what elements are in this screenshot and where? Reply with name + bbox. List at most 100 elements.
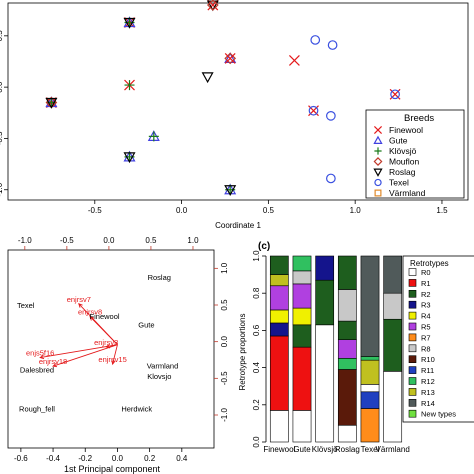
arrow-shaft: [89, 316, 118, 346]
legend-entry-label: Texel: [389, 178, 409, 188]
legend-entry-label: Gute: [389, 136, 408, 146]
x-marker: [288, 55, 300, 66]
legend-swatch: [408, 268, 417, 276]
legend-swatch: [408, 289, 417, 298]
bar-segment: [269, 410, 289, 443]
top-tick-label: 1.0: [187, 236, 199, 245]
legend-entry-label: R5: [421, 323, 431, 332]
panel-c-label: (c): [258, 241, 270, 252]
legend-entry: R10: [408, 355, 435, 364]
legend-entry: Texel: [374, 178, 409, 188]
panel-b-right-axis: -1.0 -0.5 0.0 0.5 1.0: [214, 262, 229, 422]
bar-segment: [292, 270, 312, 285]
bar-segment: [315, 279, 335, 326]
legend-entry: R14: [408, 399, 435, 408]
panel-b-x-axis: -0.6 -0.4 -0.2 0.0 0.2 0.4: [14, 448, 188, 463]
legend-swatch: [408, 388, 417, 396]
loading-label: enjrsv7: [67, 295, 91, 304]
legend-entry-label: Roslag: [389, 167, 416, 177]
legend-entry-label: R2: [421, 290, 431, 299]
legend-entry-label: R12: [421, 377, 435, 386]
top-tick-label: 0.0: [103, 236, 115, 245]
legend-entry-label: Klövsjö: [389, 146, 417, 156]
bar-segment: [292, 410, 312, 443]
arrow-head: [39, 354, 45, 360]
diamond-marker: [224, 52, 237, 65]
loading-label: enjs5f16: [26, 349, 54, 358]
bar-segment: [337, 357, 357, 370]
panel-b-top-axis: -1.0 -0.5 0.0 0.5 1.0: [18, 236, 199, 250]
y-tick-label: 0.8: [252, 287, 261, 299]
x-tick-label: -0.5: [88, 206, 102, 215]
x-tick-label: -0.4: [46, 454, 60, 463]
legend-entry-label: Finewool: [389, 125, 423, 135]
legend-entry: R3: [408, 300, 431, 310]
legend-entry-label: R7: [421, 333, 431, 342]
panel-a-legend-title: Breeds: [404, 113, 434, 124]
bar-stack: [292, 255, 312, 443]
right-tick-label: -0.5: [220, 371, 229, 385]
legend-entry-label: Mouflon: [389, 157, 420, 167]
category-label: Finewool: [263, 445, 295, 454]
legend-entry-label: R0: [421, 268, 431, 277]
sample-label: Varmland: [147, 361, 179, 370]
top-tick-label: -0.5: [60, 236, 74, 245]
x-tick-label: 0.5: [263, 206, 275, 215]
data-point: [224, 52, 237, 65]
legend-entry: R2: [408, 289, 431, 299]
data-point: [310, 35, 321, 45]
top-tick-label: -1.0: [18, 236, 32, 245]
triangle-down-marker: [206, 0, 219, 12]
panel-c-y-axis: 0.0 0.2 0.4 0.6 0.8 1.0: [252, 250, 267, 448]
x-marker: [308, 105, 319, 117]
legend-swatch: [408, 279, 417, 287]
y-tick-label: 0.2: [252, 399, 261, 411]
circle-marker: [310, 35, 321, 45]
bar-segment: [383, 371, 403, 443]
circle-marker: [326, 173, 336, 184]
bar-segment: [269, 285, 289, 311]
x-tick-label: -0.6: [14, 454, 28, 463]
bar-segment: [337, 289, 357, 322]
data-point: [123, 16, 136, 29]
legend-swatch: [408, 366, 417, 374]
x-tick-label: 0.0: [112, 454, 124, 463]
legend-entry: R5: [408, 322, 431, 332]
x-tick-label: 0.4: [176, 454, 188, 463]
bar-segment: [337, 424, 357, 443]
bar-segment: [360, 408, 380, 443]
arrow-head: [52, 363, 58, 368]
bar-segment: [269, 255, 289, 275]
sample-label: Gute: [138, 320, 154, 329]
diamond-marker: [206, 0, 219, 11]
square-marker: [374, 189, 382, 197]
x-marker: [224, 52, 236, 64]
triangle-up-marker: [373, 135, 383, 144]
panel-a-legend-entries: FinewoolGuteKlövsjöMouflonRoslagTexelVär…: [373, 125, 426, 198]
plus-marker: [124, 80, 135, 91]
bar-segment: [292, 283, 312, 309]
legend-entry-label: R1: [421, 279, 431, 288]
loading-arrow: enjrsv15: [98, 344, 127, 366]
panel-a: -0.5 0.0 0.5 1.0 1.5 -1.0 -0.5 0.0 0.5 Coordina…: [0, 0, 469, 230]
bar-segment: [360, 384, 380, 393]
legend-swatch: [408, 300, 417, 309]
legend-swatch: [408, 322, 417, 331]
sample-label: Rough_fell: [19, 404, 55, 413]
panel-b-x-axis-label: 1st Principal component: [64, 464, 161, 474]
bar-segment: [269, 335, 289, 411]
y-tick-label: 1.0: [252, 250, 261, 262]
bar-segment: [269, 309, 289, 324]
legend-entry-label: Värmland: [389, 188, 426, 198]
data-point: [308, 105, 319, 117]
triangle-down-marker: [45, 97, 58, 109]
x-tick-label: -0.2: [78, 454, 92, 463]
circle-marker: [326, 111, 336, 121]
panel-c-bars: [269, 255, 403, 443]
legend-swatch: [408, 344, 417, 353]
panel-c-y-axis-label: Retrotype proportions: [238, 314, 247, 391]
category-label: Roslag: [335, 445, 360, 454]
